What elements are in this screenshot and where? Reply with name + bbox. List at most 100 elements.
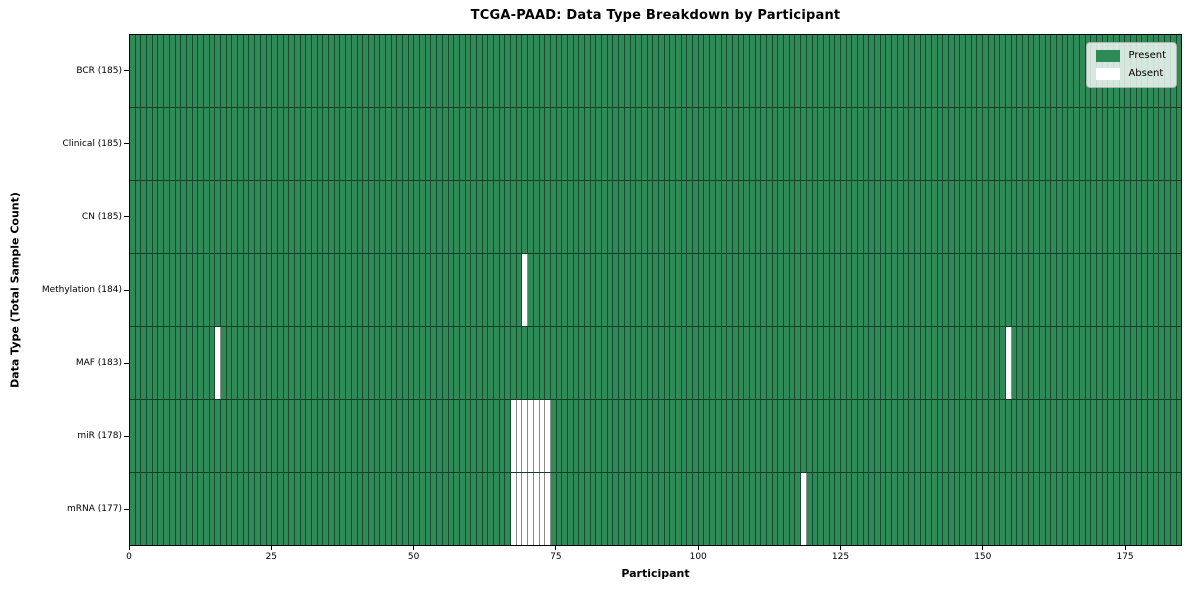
cell-Methylation-151: [988, 254, 995, 326]
cell-mRNA-133: [886, 473, 893, 545]
cell-BCR-14: [209, 35, 216, 107]
cell-Methylation-14: [209, 254, 216, 326]
cell-miR-91: [647, 400, 654, 472]
cell-BCR-76: [562, 35, 568, 107]
cell-MAF-169: [1091, 327, 1097, 399]
cell-mRNA-62: [482, 473, 489, 545]
cell-miR-24: [266, 400, 273, 472]
cell-Methylation-1: [135, 254, 142, 326]
cell-Methylation-181: [1159, 254, 1166, 326]
cell-miR-0: [130, 400, 136, 472]
cell-CN-164: [1062, 181, 1069, 253]
cell-BCR-126: [846, 35, 853, 107]
cell-mRNA-157: [1022, 473, 1029, 545]
cell-CN-134: [892, 181, 898, 253]
cell-mRNA-106: [732, 473, 739, 545]
cell-Clinical-124: [835, 108, 841, 180]
cell-MAF-68: [516, 327, 523, 399]
cell-Methylation-126: [846, 254, 853, 326]
cell-mRNA-170: [1096, 473, 1103, 545]
cell-BCR-62: [482, 35, 489, 107]
cell-Clinical-75: [556, 108, 563, 180]
cell-MAF-183: [1170, 327, 1177, 399]
cell-miR-116: [789, 400, 796, 472]
cell-MAF-1: [135, 327, 142, 399]
cell-MAF-7: [169, 327, 176, 399]
cell-Methylation-88: [630, 254, 637, 326]
cell-mRNA-158: [1028, 473, 1035, 545]
cell-Clinical-132: [880, 108, 887, 180]
cell-miR-178: [1142, 400, 1149, 472]
cell-BCR-57: [454, 35, 460, 107]
cell-Methylation-118: [801, 254, 807, 326]
cell-Clinical-152: [994, 108, 1001, 180]
cell-BCR-127: [852, 35, 858, 107]
cell-mRNA-125: [840, 473, 847, 545]
cell-mRNA-82: [596, 473, 603, 545]
cell-miR-167: [1079, 400, 1086, 472]
cell-MAF-70: [528, 327, 534, 399]
cell-mRNA-116: [789, 473, 796, 545]
cell-Methylation-155: [1011, 254, 1018, 326]
cell-Clinical-144: [949, 108, 955, 180]
cell-Methylation-58: [459, 254, 466, 326]
cell-Methylation-130: [869, 254, 876, 326]
cell-Methylation-97: [681, 254, 688, 326]
cell-CN-1: [135, 181, 142, 253]
cell-CN-106: [732, 181, 739, 253]
cell-mRNA-42: [368, 473, 375, 545]
cell-BCR-91: [647, 35, 654, 107]
cell-CN-172: [1108, 181, 1114, 253]
cell-BCR-101: [704, 35, 711, 107]
cell-BCR-90: [641, 35, 648, 107]
cell-mRNA-100: [698, 473, 705, 545]
cell-Methylation-41: [363, 254, 369, 326]
cell-Clinical-98: [687, 108, 694, 180]
x-tick-label-75: 75: [550, 552, 562, 562]
cell-miR-21: [249, 400, 256, 472]
cell-BCR-163: [1057, 35, 1063, 107]
cell-mRNA-118: [801, 473, 807, 545]
cell-mRNA-31: [306, 473, 312, 545]
cell-Clinical-71: [533, 108, 540, 180]
cell-Clinical-25: [272, 108, 278, 180]
cell-mRNA-67: [511, 473, 517, 545]
cell-MAF-168: [1085, 327, 1092, 399]
cell-MAF-49: [408, 327, 415, 399]
cell-CN-6: [164, 181, 170, 253]
cell-Clinical-61: [476, 108, 483, 180]
cell-Methylation-6: [164, 254, 170, 326]
cell-Clinical-161: [1045, 108, 1052, 180]
cell-miR-35: [329, 400, 335, 472]
cell-Methylation-134: [892, 254, 898, 326]
cell-Methylation-75: [556, 254, 563, 326]
cell-MAF-91: [647, 327, 654, 399]
cell-Clinical-169: [1091, 108, 1097, 180]
cell-Clinical-36: [334, 108, 341, 180]
cell-Clinical-88: [630, 108, 637, 180]
cell-Clinical-96: [676, 108, 682, 180]
cell-MAF-130: [869, 327, 876, 399]
cell-Clinical-39: [351, 108, 358, 180]
cell-Clinical-24: [266, 108, 273, 180]
cell-BCR-18: [232, 35, 239, 107]
cell-Methylation-28: [289, 254, 295, 326]
cell-BCR-49: [408, 35, 415, 107]
cell-CN-113: [772, 181, 779, 253]
cell-BCR-146: [960, 35, 967, 107]
cell-Methylation-11: [192, 254, 199, 326]
cell-CN-102: [710, 181, 716, 253]
cell-mRNA-150: [983, 473, 989, 545]
legend: Present Absent: [1086, 42, 1177, 88]
cell-miR-53: [431, 400, 438, 472]
cell-mRNA-15: [215, 473, 221, 545]
cell-miR-77: [567, 400, 574, 472]
x-tick-label-150: 150: [974, 552, 992, 562]
cell-Clinical-53: [431, 108, 438, 180]
cell-MAF-80: [585, 327, 591, 399]
cell-CN-47: [397, 181, 403, 253]
cell-MAF-45: [385, 327, 392, 399]
cell-MAF-108: [744, 327, 750, 399]
cell-mRNA-147: [966, 473, 972, 545]
cell-MAF-177: [1136, 327, 1143, 399]
